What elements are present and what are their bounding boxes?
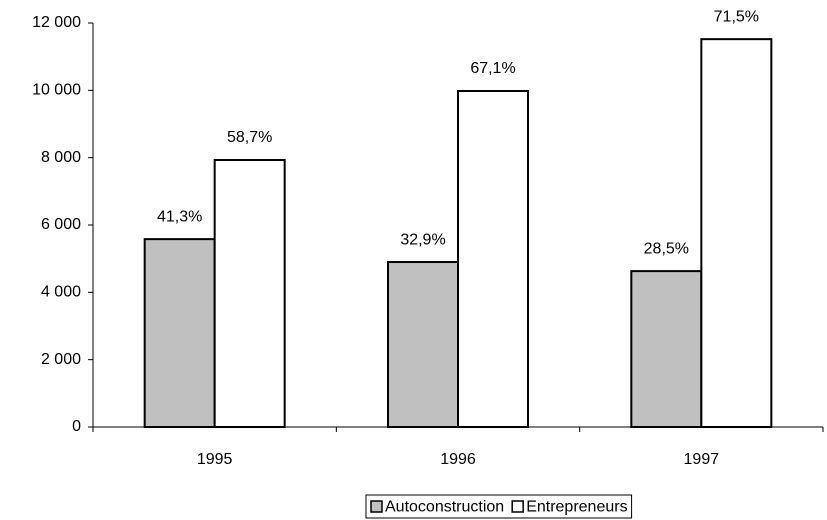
y-tick-label: 6 000 [41, 216, 81, 233]
x-tick-label: 1997 [684, 451, 720, 468]
y-tick-label: 8 000 [41, 149, 81, 166]
x-tick-label: 1996 [440, 451, 476, 468]
y-tick-label: 2 000 [41, 351, 81, 368]
y-tick-label: 12 000 [32, 14, 81, 31]
data-label: 32,9% [400, 231, 445, 248]
bar [630, 270, 703, 428]
data-label: 41,3% [157, 208, 202, 225]
data-label: 28,5% [644, 240, 689, 257]
legend-label: Entrepreneurs [526, 499, 627, 516]
legend-box [365, 494, 633, 519]
bar [213, 159, 286, 428]
legend-label: Autoconstruction [385, 499, 504, 516]
bar [457, 90, 529, 429]
y-tick-label: 4 000 [41, 284, 81, 301]
x-tick-label: 1995 [197, 451, 233, 468]
bar [143, 238, 216, 428]
y-tick-label: 10 000 [32, 82, 81, 99]
bar [700, 38, 773, 428]
data-label: 67,1% [470, 60, 515, 77]
legend-swatch [511, 500, 524, 513]
bar [387, 261, 459, 428]
data-label: 71,5% [714, 8, 759, 25]
legend-swatch [370, 500, 383, 513]
data-label: 58,7% [227, 129, 272, 146]
y-tick-label: 0 [72, 418, 81, 435]
